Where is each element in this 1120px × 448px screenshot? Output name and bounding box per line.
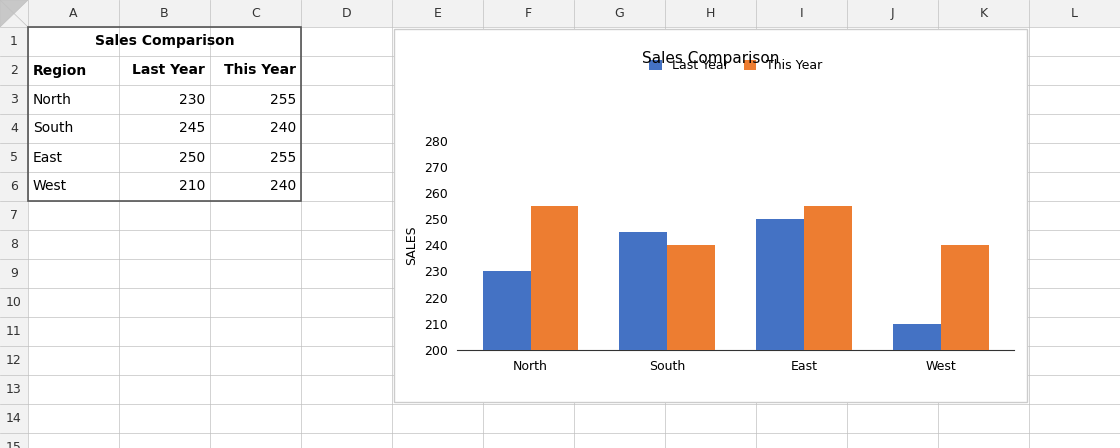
Text: 5: 5 bbox=[10, 151, 18, 164]
Text: 15: 15 bbox=[6, 441, 22, 448]
Bar bbox=[941, 246, 989, 448]
Text: C: C bbox=[251, 7, 260, 20]
Bar bbox=[619, 232, 668, 448]
Text: G: G bbox=[615, 7, 624, 20]
Text: 14: 14 bbox=[6, 412, 22, 425]
Text: J: J bbox=[890, 7, 894, 20]
Text: This Year: This Year bbox=[224, 64, 296, 78]
Bar bbox=[0, 0, 1120, 27]
Bar bbox=[0, 0, 28, 448]
Text: 3: 3 bbox=[10, 93, 18, 106]
Text: North: North bbox=[32, 92, 72, 107]
Text: 255: 255 bbox=[270, 151, 296, 164]
Text: 13: 13 bbox=[6, 383, 22, 396]
Bar bbox=[804, 206, 852, 448]
Text: L: L bbox=[1071, 7, 1077, 20]
Text: 9: 9 bbox=[10, 267, 18, 280]
Text: F: F bbox=[525, 7, 532, 20]
Bar bbox=[668, 246, 716, 448]
Text: E: E bbox=[433, 7, 441, 20]
Text: East: East bbox=[32, 151, 63, 164]
Y-axis label: SALES: SALES bbox=[405, 225, 418, 265]
Text: 7: 7 bbox=[10, 209, 18, 222]
Text: 10: 10 bbox=[6, 296, 22, 309]
Bar bbox=[531, 206, 578, 448]
Text: 245: 245 bbox=[179, 121, 205, 135]
Text: K: K bbox=[979, 7, 988, 20]
Text: D: D bbox=[342, 7, 352, 20]
Text: H: H bbox=[706, 7, 716, 20]
Text: 4: 4 bbox=[10, 122, 18, 135]
Text: 240: 240 bbox=[270, 121, 296, 135]
Bar bbox=[394, 29, 1027, 402]
Text: 230: 230 bbox=[179, 92, 205, 107]
Text: 12: 12 bbox=[6, 354, 22, 367]
Text: Region: Region bbox=[32, 64, 87, 78]
Text: Sales Comparison: Sales Comparison bbox=[642, 52, 780, 66]
Text: B: B bbox=[160, 7, 169, 20]
Polygon shape bbox=[0, 0, 28, 27]
Text: 250: 250 bbox=[179, 151, 205, 164]
Text: 255: 255 bbox=[270, 92, 296, 107]
Text: 6: 6 bbox=[10, 180, 18, 193]
Text: South: South bbox=[32, 121, 73, 135]
Text: 210: 210 bbox=[178, 180, 205, 194]
Text: 8: 8 bbox=[10, 238, 18, 251]
Text: Last Year: Last Year bbox=[132, 64, 205, 78]
Bar bbox=[28, 27, 301, 201]
Text: West: West bbox=[32, 180, 67, 194]
Text: 1: 1 bbox=[10, 35, 18, 48]
Bar bbox=[894, 323, 941, 448]
Text: A: A bbox=[69, 7, 77, 20]
Legend: Last Year, This Year: Last Year, This Year bbox=[650, 60, 822, 73]
Text: 2: 2 bbox=[10, 64, 18, 77]
Bar bbox=[483, 271, 531, 448]
Text: 11: 11 bbox=[6, 325, 22, 338]
Bar bbox=[756, 219, 804, 448]
Text: Sales Comparison: Sales Comparison bbox=[95, 34, 234, 48]
Text: I: I bbox=[800, 7, 803, 20]
Text: 240: 240 bbox=[270, 180, 296, 194]
